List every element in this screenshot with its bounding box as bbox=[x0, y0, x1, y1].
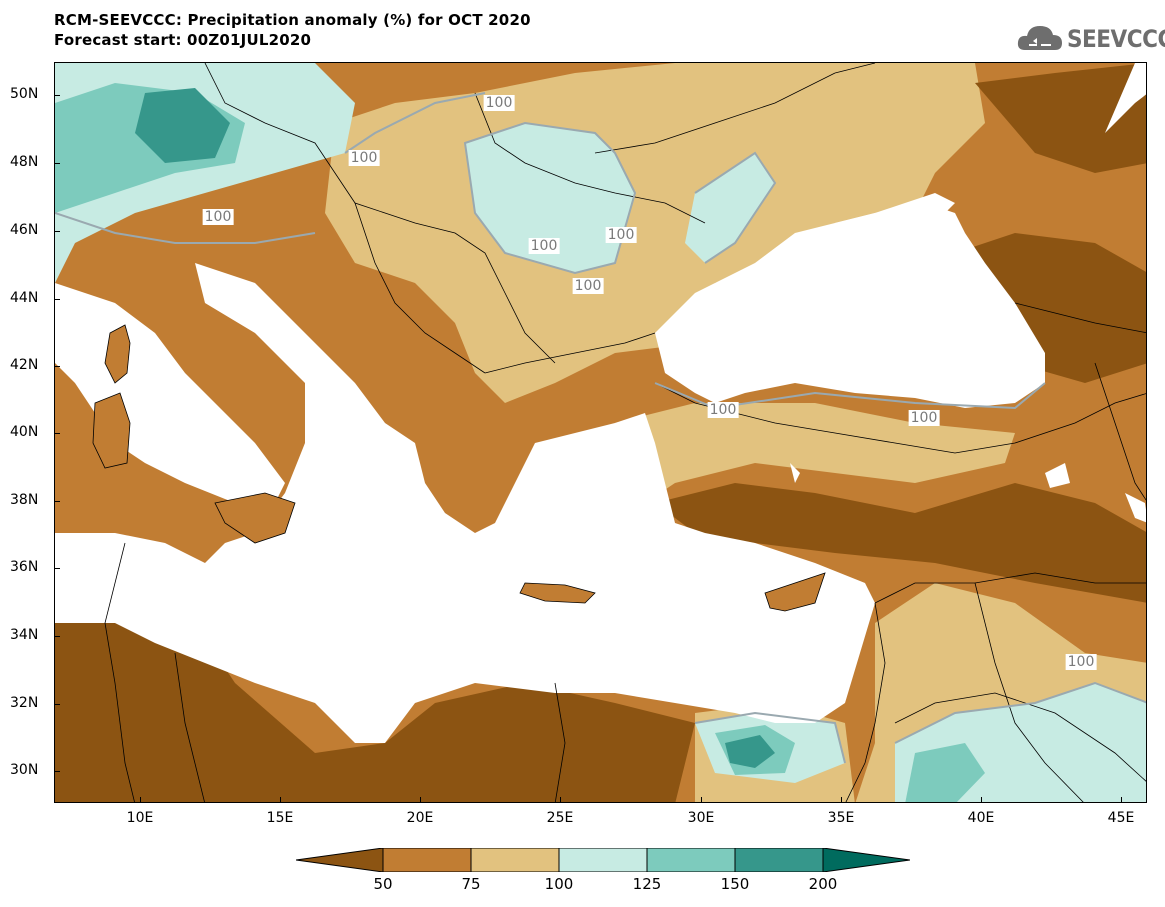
y-tick-mark bbox=[54, 366, 60, 367]
sea-of-azov bbox=[835, 193, 955, 233]
x-tick-label: 15E bbox=[266, 810, 294, 826]
y-tick-label: 42N bbox=[10, 357, 39, 373]
x-tick-mark bbox=[701, 797, 702, 803]
y-tick-mark bbox=[54, 95, 60, 96]
cyprus bbox=[764, 572, 826, 612]
corsica bbox=[104, 324, 131, 384]
contour-label: 100 bbox=[348, 150, 380, 166]
islands bbox=[92, 324, 826, 612]
x-tick-label: 45E bbox=[1107, 810, 1135, 826]
lake-white-patch bbox=[1125, 493, 1146, 523]
crete bbox=[519, 582, 596, 604]
y-tick-label: 32N bbox=[10, 695, 39, 711]
x-tick-mark bbox=[1121, 797, 1122, 803]
x-tick-label: 10E bbox=[126, 810, 154, 826]
x-tick-label: 30E bbox=[687, 810, 715, 826]
colorbar-label: 75 bbox=[461, 875, 481, 893]
y-tick-label: 48N bbox=[10, 154, 39, 170]
colorbar-swatch-lt50 bbox=[296, 848, 384, 872]
y-tick-label: 50N bbox=[10, 86, 39, 102]
colorbar-swatch-100-125 bbox=[558, 848, 648, 872]
y-tick-label: 38N bbox=[10, 492, 39, 508]
x-tick-mark bbox=[841, 797, 842, 803]
contour-label: 100 bbox=[572, 278, 604, 294]
x-tick-label: 25E bbox=[546, 810, 574, 826]
colorbar-label: 125 bbox=[632, 875, 662, 893]
y-tick-mark bbox=[54, 231, 60, 232]
colorbar-swatch-gt200 bbox=[822, 848, 910, 872]
anomaly-field-150-200-alps bbox=[135, 88, 230, 163]
y-tick-mark bbox=[54, 501, 60, 502]
colorbar-swatch-75-100 bbox=[470, 848, 560, 872]
anomaly-field-150-200-nile bbox=[725, 735, 775, 768]
y-tick-label: 34N bbox=[10, 627, 39, 643]
x-tick-label: 35E bbox=[827, 810, 855, 826]
y-tick-label: 36N bbox=[10, 559, 39, 575]
y-tick-label: 44N bbox=[10, 290, 39, 306]
contour-label: 100 bbox=[908, 410, 940, 426]
logo-text: SEEVCCC bbox=[1067, 25, 1165, 53]
y-tick-mark bbox=[54, 771, 60, 772]
x-tick-mark bbox=[140, 797, 141, 803]
colorbar-label: 50 bbox=[373, 875, 393, 893]
anomaly-map bbox=[55, 63, 1146, 802]
anomaly-field-100-125-black-sea-coast bbox=[685, 153, 775, 263]
x-tick-mark bbox=[280, 797, 281, 803]
mediterranean-sea bbox=[55, 263, 875, 743]
colorbar-label: 100 bbox=[544, 875, 574, 893]
y-tick-label: 46N bbox=[10, 222, 39, 238]
colorbar-swatch-125-150 bbox=[646, 848, 736, 872]
anomaly-field-lt50-turkey bbox=[655, 483, 1146, 603]
y-tick-mark bbox=[54, 568, 60, 569]
sardinia bbox=[92, 392, 131, 469]
contour-label: 100 bbox=[528, 238, 560, 254]
colorbar-swatch-150-200 bbox=[734, 848, 824, 872]
contour-100 bbox=[55, 92, 1146, 764]
caspian-coast bbox=[1105, 63, 1146, 133]
contour-label: 100 bbox=[1065, 654, 1097, 670]
white-patch-syria bbox=[1045, 463, 1070, 488]
x-tick-label: 40E bbox=[967, 810, 995, 826]
sicily bbox=[214, 492, 296, 544]
colorbar-legend bbox=[296, 848, 910, 872]
colorbar-label: 150 bbox=[720, 875, 750, 893]
contour-label: 100 bbox=[483, 95, 515, 111]
contour-label: 100 bbox=[605, 227, 637, 243]
x-tick-label: 20E bbox=[406, 810, 434, 826]
y-tick-mark bbox=[54, 299, 60, 300]
x-tick-mark bbox=[981, 797, 982, 803]
y-tick-label: 30N bbox=[10, 762, 39, 778]
anomaly-field-lt50-ukraine bbox=[975, 63, 1146, 173]
anomaly-field-lt50-africa bbox=[55, 583, 695, 802]
y-tick-mark bbox=[54, 704, 60, 705]
y-tick-mark bbox=[54, 163, 60, 164]
x-tick-mark bbox=[560, 797, 561, 803]
colorbar-label: 200 bbox=[808, 875, 838, 893]
anomaly-field-100-125-carpathian bbox=[465, 123, 635, 273]
cloud-icon bbox=[1017, 26, 1062, 50]
y-tick-label: 40N bbox=[10, 424, 39, 440]
contour-label: 100 bbox=[707, 402, 739, 418]
y-tick-mark bbox=[54, 636, 60, 637]
map-area bbox=[54, 62, 1147, 803]
black-sea bbox=[655, 203, 1045, 408]
colorbar-swatch-50-75 bbox=[382, 848, 472, 872]
seevccc-logo: SEEVCCC bbox=[1015, 20, 1165, 58]
anomaly-field-125-150-iraq bbox=[905, 743, 985, 802]
white-patch-anatolia bbox=[790, 463, 800, 483]
forecast-start-label: Forecast start: 00Z01JUL2020 bbox=[54, 31, 312, 49]
y-tick-mark bbox=[54, 433, 60, 434]
map-title: RCM-SEEVCCC: Precipitation anomaly (%) f… bbox=[54, 11, 531, 29]
contour-label: 100 bbox=[202, 209, 234, 225]
anomaly-field-75-100-anatolia bbox=[615, 403, 1015, 503]
x-tick-mark bbox=[420, 797, 421, 803]
